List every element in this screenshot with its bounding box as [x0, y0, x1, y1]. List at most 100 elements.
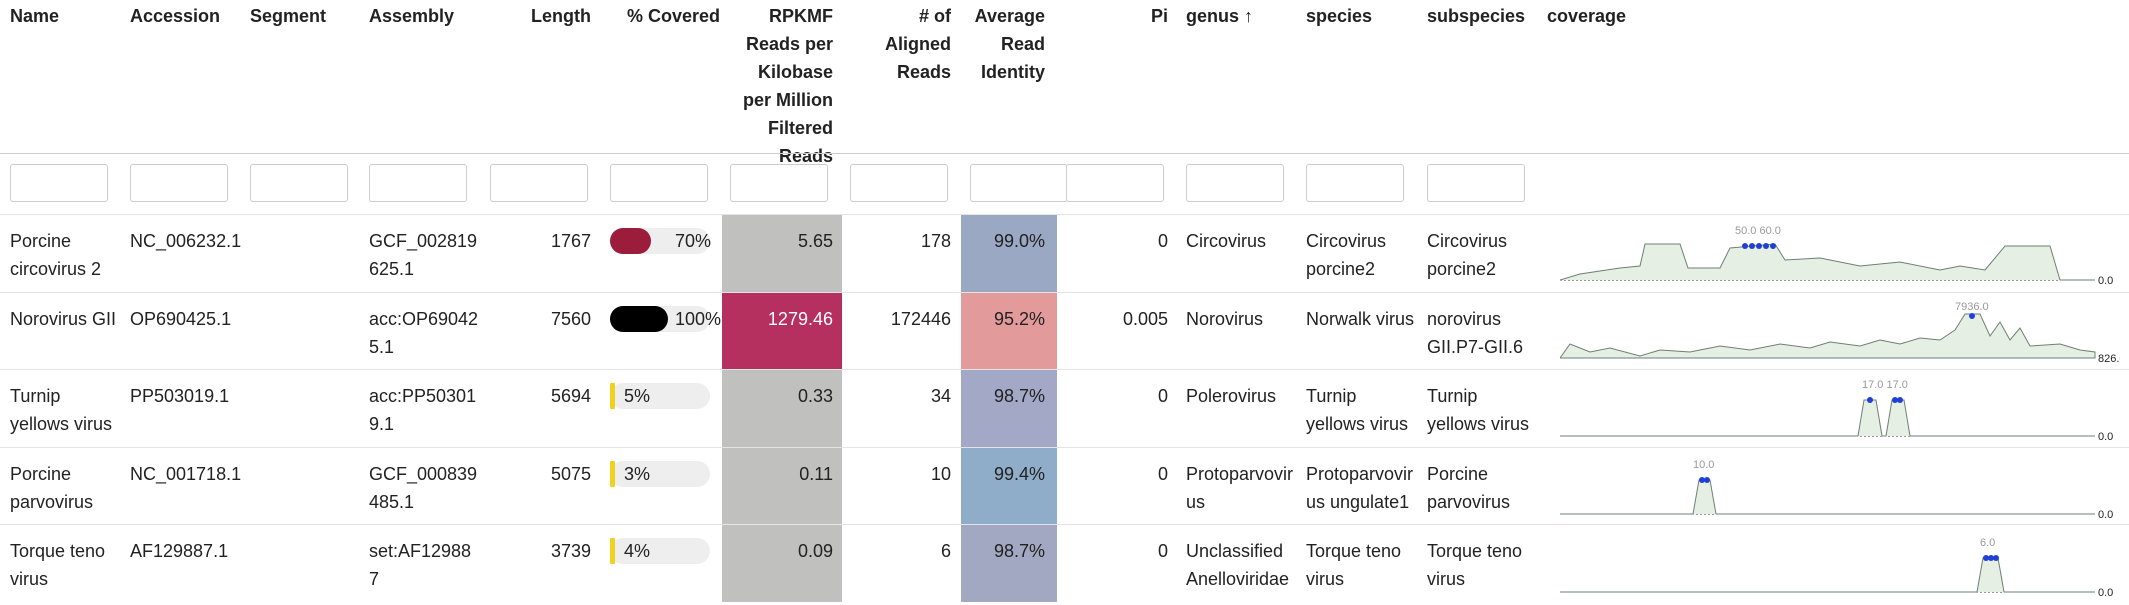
name-cell: Porcine circovirus 2: [10, 231, 102, 279]
coverage-area: [1560, 399, 2095, 437]
accession-cell: NC_006232.1: [130, 231, 242, 251]
rpkmf-cell: 0.09: [797, 541, 833, 562]
column-header[interactable]: Accession: [130, 6, 221, 26]
column-header[interactable]: genus ↑: [1186, 6, 1254, 26]
rpkmf-cell: 5.65: [797, 231, 833, 251]
covered-label: 100%: [675, 308, 722, 329]
rpkmf-cell-bg: [722, 292, 842, 370]
name-cell: Turnip yellows virus: [10, 386, 113, 435]
assembly-cell: acc:PP503019.1: [369, 386, 477, 435]
aligned-cell: 34: [930, 386, 951, 407]
row-divider: [0, 524, 2129, 526]
row-divider: [0, 369, 2129, 371]
genus-cell: Unclassified Anelloviridae: [1186, 541, 1290, 590]
identity-cell-bg: [961, 215, 1057, 292]
column-header[interactable]: Average Read Identity: [974, 6, 1045, 82]
column-header[interactable]: RPKMF Reads per Kilobase per Million Fil…: [743, 6, 833, 166]
subspecies-cell: Torque teno virus: [1427, 541, 1523, 590]
column-header[interactable]: coverage: [1547, 6, 1627, 26]
rpkmf-cell: 1279.46: [767, 308, 833, 329]
genus-cell: Norovirus: [1186, 308, 1264, 329]
column-header[interactable]: Assembly: [369, 6, 455, 26]
filter-input[interactable]: [490, 164, 588, 202]
covered-bar: [610, 228, 651, 254]
column-header[interactable]: Length: [531, 6, 591, 26]
column-header[interactable]: # of Aligned Reads: [885, 6, 951, 82]
end-label: 826.0: [2098, 353, 2120, 365]
name-cell: Torque teno virus: [10, 541, 106, 590]
peak-dots: [1742, 243, 1776, 249]
covered-label: 3%: [624, 463, 651, 484]
pi-cell: 0: [1157, 463, 1168, 484]
coverage-plot: 6.0 0.0: [1560, 537, 2113, 599]
coverage-area: [1560, 313, 2096, 359]
covered-track: [610, 383, 710, 410]
column-header[interactable]: Segment: [250, 6, 327, 26]
filter-input[interactable]: [1066, 164, 1164, 202]
filter-input[interactable]: [610, 164, 708, 202]
name-cell: Norovirus GII: [10, 308, 117, 329]
peak-label: 10.0: [1693, 459, 1714, 471]
rpkmf-cell-bg: [722, 215, 842, 292]
subspecies-cell: Porcine parvovirus: [1427, 463, 1511, 512]
rpkmf-cell-bg: [722, 370, 842, 447]
filter-input[interactable]: [970, 164, 1068, 202]
peak-label: 6.0: [1980, 537, 1995, 549]
name-cell: Porcine parvovirus: [10, 463, 94, 512]
filter-input[interactable]: [1427, 164, 1525, 202]
identity-cell: 98.7%: [993, 386, 1045, 407]
species-cell: Circovirus porcine2: [1306, 231, 1387, 279]
identity-cell: 99.0%: [993, 231, 1045, 251]
end-label: 0.0: [2098, 509, 2113, 521]
filter-input[interactable]: [1306, 164, 1404, 202]
aligned-cell: 6: [940, 541, 951, 562]
column-header[interactable]: Name: [10, 6, 60, 26]
genus-cell: Protoparvovirus: [1186, 463, 1294, 512]
filter-input[interactable]: [1186, 164, 1284, 202]
aligned-cell: 10: [930, 463, 951, 484]
filter-input[interactable]: [130, 164, 228, 202]
filter-input[interactable]: [369, 164, 467, 202]
pi-cell: 0: [1157, 386, 1168, 407]
peak-label: 17.0 17.0: [1862, 379, 1908, 391]
row-divider: [0, 291, 2129, 293]
column-header[interactable]: Pi: [1150, 6, 1168, 26]
filter-input[interactable]: [850, 164, 948, 202]
peak-dot: [1969, 313, 1975, 319]
identity-cell: 98.7%: [993, 541, 1045, 562]
peak-dots: [1867, 397, 1903, 403]
peak-dots: [1983, 555, 1999, 561]
subspecies-cell: norovirus GII.P7-GII.6: [1427, 308, 1524, 357]
rpkmf-cell-bg: [722, 525, 842, 602]
assembly-cell: set:AF129887: [369, 541, 472, 590]
length-cell: 1767: [550, 231, 591, 251]
subspecies-cell: Turnip yellows virus: [1427, 386, 1530, 435]
filter-input[interactable]: [10, 164, 108, 202]
covered-bar: [610, 305, 668, 332]
filter-input[interactable]: [730, 164, 828, 202]
covered-track: [610, 538, 710, 565]
length-cell: 5694: [550, 386, 591, 407]
peak-label: 50.0 60.0: [1735, 225, 1781, 237]
aligned-cell: 172446: [890, 308, 951, 329]
covered-label: 4%: [624, 541, 651, 562]
covered-label: 5%: [624, 386, 651, 407]
header-divider: [0, 153, 2129, 154]
genus-cell: Polerovirus: [1186, 386, 1277, 407]
column-header[interactable]: subspecies: [1427, 6, 1526, 26]
accession-cell: AF129887.1: [130, 541, 229, 562]
coverage-plot: 10.0 0.0: [1560, 459, 2113, 521]
pi-cell: 0.005: [1122, 308, 1168, 329]
accession-cell: OP690425.1: [130, 308, 232, 329]
column-header[interactable]: species: [1306, 6, 1373, 26]
species-cell: Norwalk virus: [1306, 308, 1415, 329]
identity-cell: 95.2%: [993, 308, 1045, 329]
assembly-cell: GCF_000839485.1: [369, 463, 478, 512]
filter-input[interactable]: [250, 164, 348, 202]
subspecies-cell: Circovirus porcine2: [1427, 231, 1508, 279]
accession-cell: PP503019.1: [130, 386, 230, 407]
assembly-cell: GCF_002819625.1: [369, 231, 478, 279]
identity-cell-bg: [961, 292, 1057, 370]
covered-label: 70%: [675, 231, 712, 251]
column-header[interactable]: % Covered: [626, 6, 720, 26]
